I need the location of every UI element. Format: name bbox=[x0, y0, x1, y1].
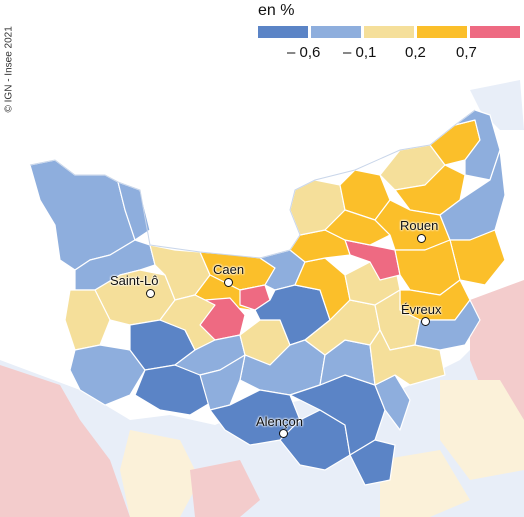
legend-swatches bbox=[258, 26, 520, 38]
outside-east-beige bbox=[440, 380, 524, 480]
city-label-saint-lo: Saint-Lô bbox=[110, 273, 159, 288]
city-label-alencon: Alençon bbox=[256, 414, 303, 429]
canton-manche-coast-south bbox=[69, 344, 146, 406]
city-label-caen: Caen bbox=[213, 262, 245, 277]
legend-tick-2: – 0,1 bbox=[343, 44, 377, 61]
canton-seine-maritime-east bbox=[454, 109, 501, 181]
copyright-text: © IGN - Insee 2021 bbox=[3, 26, 15, 113]
outside-south-beige bbox=[120, 430, 200, 517]
copyright-note: © IGN - Insee 2021 bbox=[0, 0, 15, 120]
city-marker-evreux bbox=[421, 317, 430, 326]
coastline bbox=[29, 109, 476, 259]
city-marker-saint-lo bbox=[146, 289, 155, 298]
city-marker-alencon bbox=[279, 429, 288, 438]
legend-swatch-3 bbox=[364, 26, 414, 38]
city-label-rouen: Rouen bbox=[400, 218, 439, 233]
legend-swatch-4 bbox=[417, 26, 467, 38]
legend-swatch-2 bbox=[311, 26, 361, 38]
canton-evreux-east bbox=[414, 299, 481, 351]
canton-mortagne bbox=[349, 439, 396, 486]
normandy-cantons bbox=[29, 109, 506, 486]
city-marker-rouen bbox=[417, 234, 426, 243]
outside-south-pink bbox=[190, 460, 260, 517]
canton-rouen-pink bbox=[344, 239, 401, 281]
legend-tick-1: – 0,6 bbox=[287, 44, 321, 61]
legend-tick-3: 0,2 bbox=[405, 44, 426, 61]
canton-eure-south bbox=[369, 329, 446, 386]
legend-tick-4: 0,7 bbox=[456, 44, 477, 61]
legend-swatch-1 bbox=[258, 26, 308, 38]
outside-southeast-beige bbox=[380, 450, 470, 517]
legend-swatch-5 bbox=[470, 26, 520, 38]
city-label-evreux: Évreux bbox=[401, 302, 442, 317]
city-marker-caen bbox=[224, 278, 233, 287]
outside-northeast-blue bbox=[470, 80, 524, 130]
outside-southwest-pink bbox=[0, 365, 130, 517]
legend-unit: en % bbox=[258, 2, 295, 19]
